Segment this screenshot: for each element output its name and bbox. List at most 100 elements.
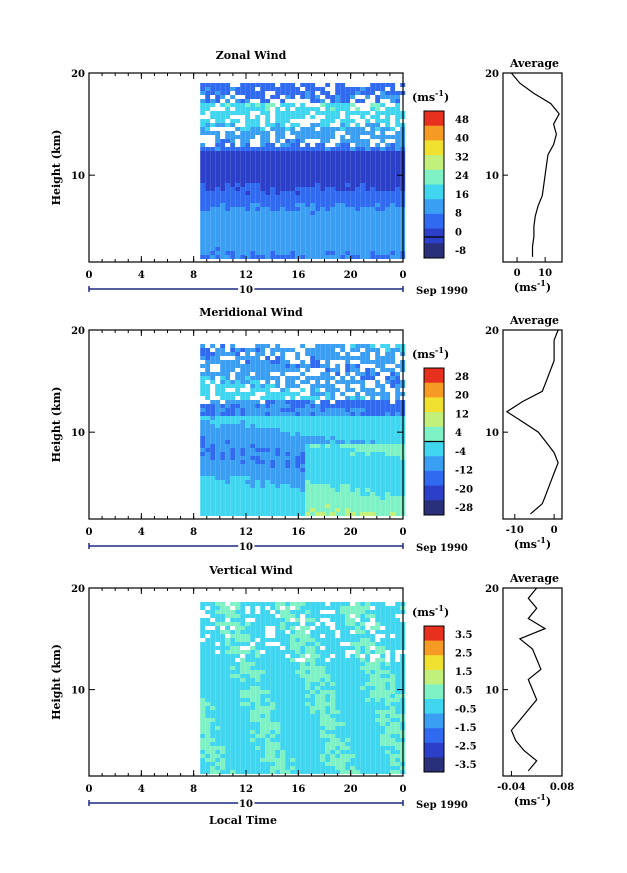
profile-x-tick-label: 10	[538, 268, 552, 279]
profile-unit: (ms-1)	[514, 792, 551, 808]
heatmap-cells	[200, 83, 406, 259]
profile-panel: Average 10 20 -0.04 0.08(ms-1)	[485, 572, 574, 808]
colorbar-tick-label: -8	[455, 246, 466, 257]
heatmap-cells	[200, 602, 406, 774]
colorbar-tick-label: 48	[455, 115, 469, 126]
x-tick-label: 16	[291, 527, 305, 538]
y-tick-label: 20	[71, 326, 85, 337]
colorbar-tick-label: 2.5	[455, 649, 472, 660]
colorbar-tick-label: -20	[455, 484, 473, 495]
colorbar-segment	[424, 155, 444, 171]
colorbar-tick-label: 0	[455, 227, 462, 238]
colorbar-segment	[424, 626, 444, 642]
profile-y-tick-label: 20	[485, 69, 499, 80]
panel-title: Zonal Wind	[216, 49, 287, 62]
x-tick-label: 4	[138, 527, 145, 538]
profile-line	[505, 329, 559, 515]
colorbar-tick-label: 16	[455, 190, 469, 201]
colorbar-segment	[424, 111, 444, 127]
profile-x-tick-label: 0	[514, 268, 521, 279]
colorbar-tick-label: -12	[455, 466, 473, 477]
colorbar-segment	[424, 757, 444, 773]
colorbar-tick-label: -4	[455, 447, 466, 458]
y-axis-label: Height (km)	[50, 130, 63, 206]
colorbar-unit: (ms-1)	[412, 345, 449, 361]
profile-frame	[502, 329, 563, 520]
colorbar-segment	[424, 728, 444, 744]
colorbar-segment	[424, 213, 444, 230]
x-tick-label: 0	[400, 527, 407, 538]
profile-title: Average	[509, 572, 559, 585]
colorbar-segment	[424, 669, 444, 685]
panel-2: Meridional Wind 0 4 8 12 16 20 0 10 20 Height (km)…	[50, 306, 563, 555]
colorbar-segment	[424, 228, 444, 244]
profile-y-tick-label: 10	[485, 428, 499, 439]
profile-x-tick-label: 0.08	[550, 782, 574, 793]
panel-3: Vertical Wind 0 4 8 12 16 20 0 10 20 Height (km) 10…	[50, 564, 574, 812]
profile-x-tick-label: -10	[506, 525, 524, 536]
y-axis-label: Height (km)	[50, 387, 63, 463]
panel-title: Vertical Wind	[208, 564, 293, 577]
profile-unit: (ms-1)	[514, 278, 551, 294]
date-label: Sep 1990	[416, 286, 468, 297]
colorbar-segment	[424, 199, 444, 215]
profile-y-tick-label: 20	[485, 326, 499, 337]
colorbar-tick-label: 32	[455, 152, 469, 163]
profile-line	[510, 587, 547, 772]
x-tick-label: 12	[239, 527, 253, 538]
colorbar-segment	[424, 368, 444, 384]
x-tick-label: 8	[190, 784, 197, 795]
colorbar-segment	[424, 412, 444, 428]
profile-x-tick-label: 0	[551, 525, 558, 536]
colorbar-segment	[424, 485, 444, 501]
x-tick-label: 0	[86, 270, 93, 281]
x-axis-label: Local Time	[209, 814, 277, 827]
colorbar-unit: (ms-1)	[412, 88, 449, 104]
colorbar-tick-label: -3.5	[455, 760, 477, 771]
heatmap-cells	[200, 344, 406, 516]
x-tick-label: 12	[239, 784, 253, 795]
colorbar-tick-label: -2.5	[455, 741, 477, 752]
colorbar-segment	[424, 655, 444, 671]
colorbar-segment	[424, 140, 444, 156]
colorbar-tick-label: 4	[455, 428, 462, 439]
profile-unit: (ms-1)	[514, 535, 551, 551]
profile-x-tick-label: -0.04	[497, 782, 526, 793]
y-tick-label: 10	[71, 171, 85, 182]
profile-frame	[502, 587, 563, 777]
colorbar-segment	[424, 456, 444, 472]
colorbar-tick-label: 28	[455, 372, 469, 383]
x-tick-label: 0	[400, 270, 407, 281]
x-tick-label: 20	[344, 270, 358, 281]
date-label: Sep 1990	[416, 543, 468, 554]
x-tick-label: 0	[86, 527, 93, 538]
colorbar-segment	[424, 640, 444, 656]
colorbar-tick-label: 8	[455, 209, 462, 220]
colorbar-tick-label: 40	[455, 134, 469, 145]
date-label: Sep 1990	[416, 800, 468, 811]
colorbar-tick-label: 12	[455, 409, 469, 420]
colorbar-tick-label: -0.5	[455, 704, 477, 715]
colorbar-frame	[423, 110, 445, 259]
x-tick-label: 16	[291, 270, 305, 281]
y-tick-label: 10	[71, 428, 85, 439]
profile-title: Average	[509, 57, 559, 70]
colorbar-unit: (ms-1)	[412, 603, 449, 619]
profile-panel: Average 10 20 -10 0(ms-1)	[485, 314, 563, 551]
y-axis-label: Height (km)	[50, 644, 63, 720]
profile-line	[510, 72, 560, 257]
colorbar-segment	[424, 500, 444, 516]
colorbar-segment	[424, 684, 444, 700]
colorbar-segment	[424, 184, 444, 200]
y-tick-label: 20	[71, 69, 85, 80]
colorbar-segment	[424, 713, 444, 729]
x-tick-label: 8	[190, 270, 197, 281]
day-label: 10	[239, 285, 253, 296]
x-tick-label: 8	[190, 527, 197, 538]
colorbar-segment	[424, 382, 444, 398]
colorbar-segment	[424, 699, 444, 715]
profile-y-tick-label: 10	[485, 171, 499, 182]
